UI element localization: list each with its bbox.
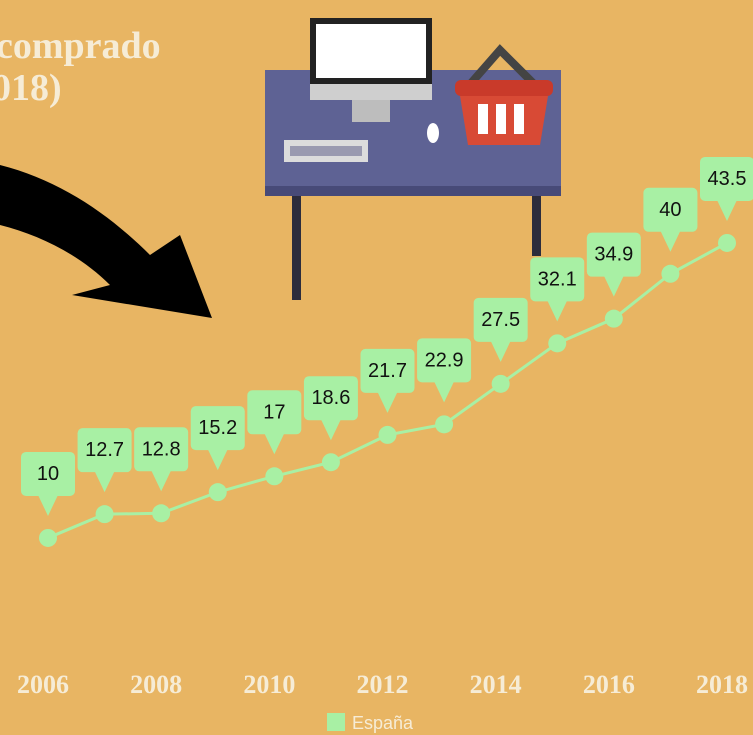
data-label-text: 18.6 [311, 387, 350, 409]
data-label-text: 10 [37, 463, 59, 485]
legend-swatch [327, 713, 345, 731]
point [379, 426, 397, 444]
point [605, 310, 623, 328]
x-tick-label: 2014 [470, 670, 522, 699]
point [96, 505, 114, 523]
point [39, 529, 57, 547]
data-label-text: 27.5 [481, 309, 520, 331]
point [492, 375, 510, 393]
x-tick-label: 2010 [243, 670, 295, 699]
point [718, 234, 736, 252]
data-label-text: 22.9 [425, 349, 464, 371]
legend-label: España [352, 713, 414, 733]
x-tick-label: 2016 [583, 670, 635, 699]
x-tick-label: 2006 [17, 670, 69, 699]
point [548, 334, 566, 352]
x-tick-label: 2012 [357, 670, 409, 699]
x-tick-label: 2018 [696, 670, 748, 699]
chart: comprado 018) España 2006 2008 2010 2012 201… [0, 0, 753, 735]
chart-title: comprado [0, 25, 161, 67]
point [265, 467, 283, 485]
data-label-text: 17 [263, 401, 285, 423]
data-label-text: 12.7 [85, 439, 124, 461]
point [152, 504, 170, 522]
data-label-text: 15.2 [198, 417, 237, 439]
data-label-text: 34.9 [594, 244, 633, 266]
data-label-text: 40 [659, 199, 681, 221]
point [661, 265, 679, 283]
point [435, 415, 453, 433]
data-label-text: 12.8 [142, 438, 181, 460]
data-label-text: 21.7 [368, 360, 407, 382]
data-label-text: 43.5 [708, 168, 747, 190]
point [209, 483, 227, 501]
x-tick-label: 2008 [130, 670, 182, 699]
data-label-text: 32.1 [538, 268, 577, 290]
point [322, 453, 340, 471]
chart-title: 018) [0, 67, 62, 109]
